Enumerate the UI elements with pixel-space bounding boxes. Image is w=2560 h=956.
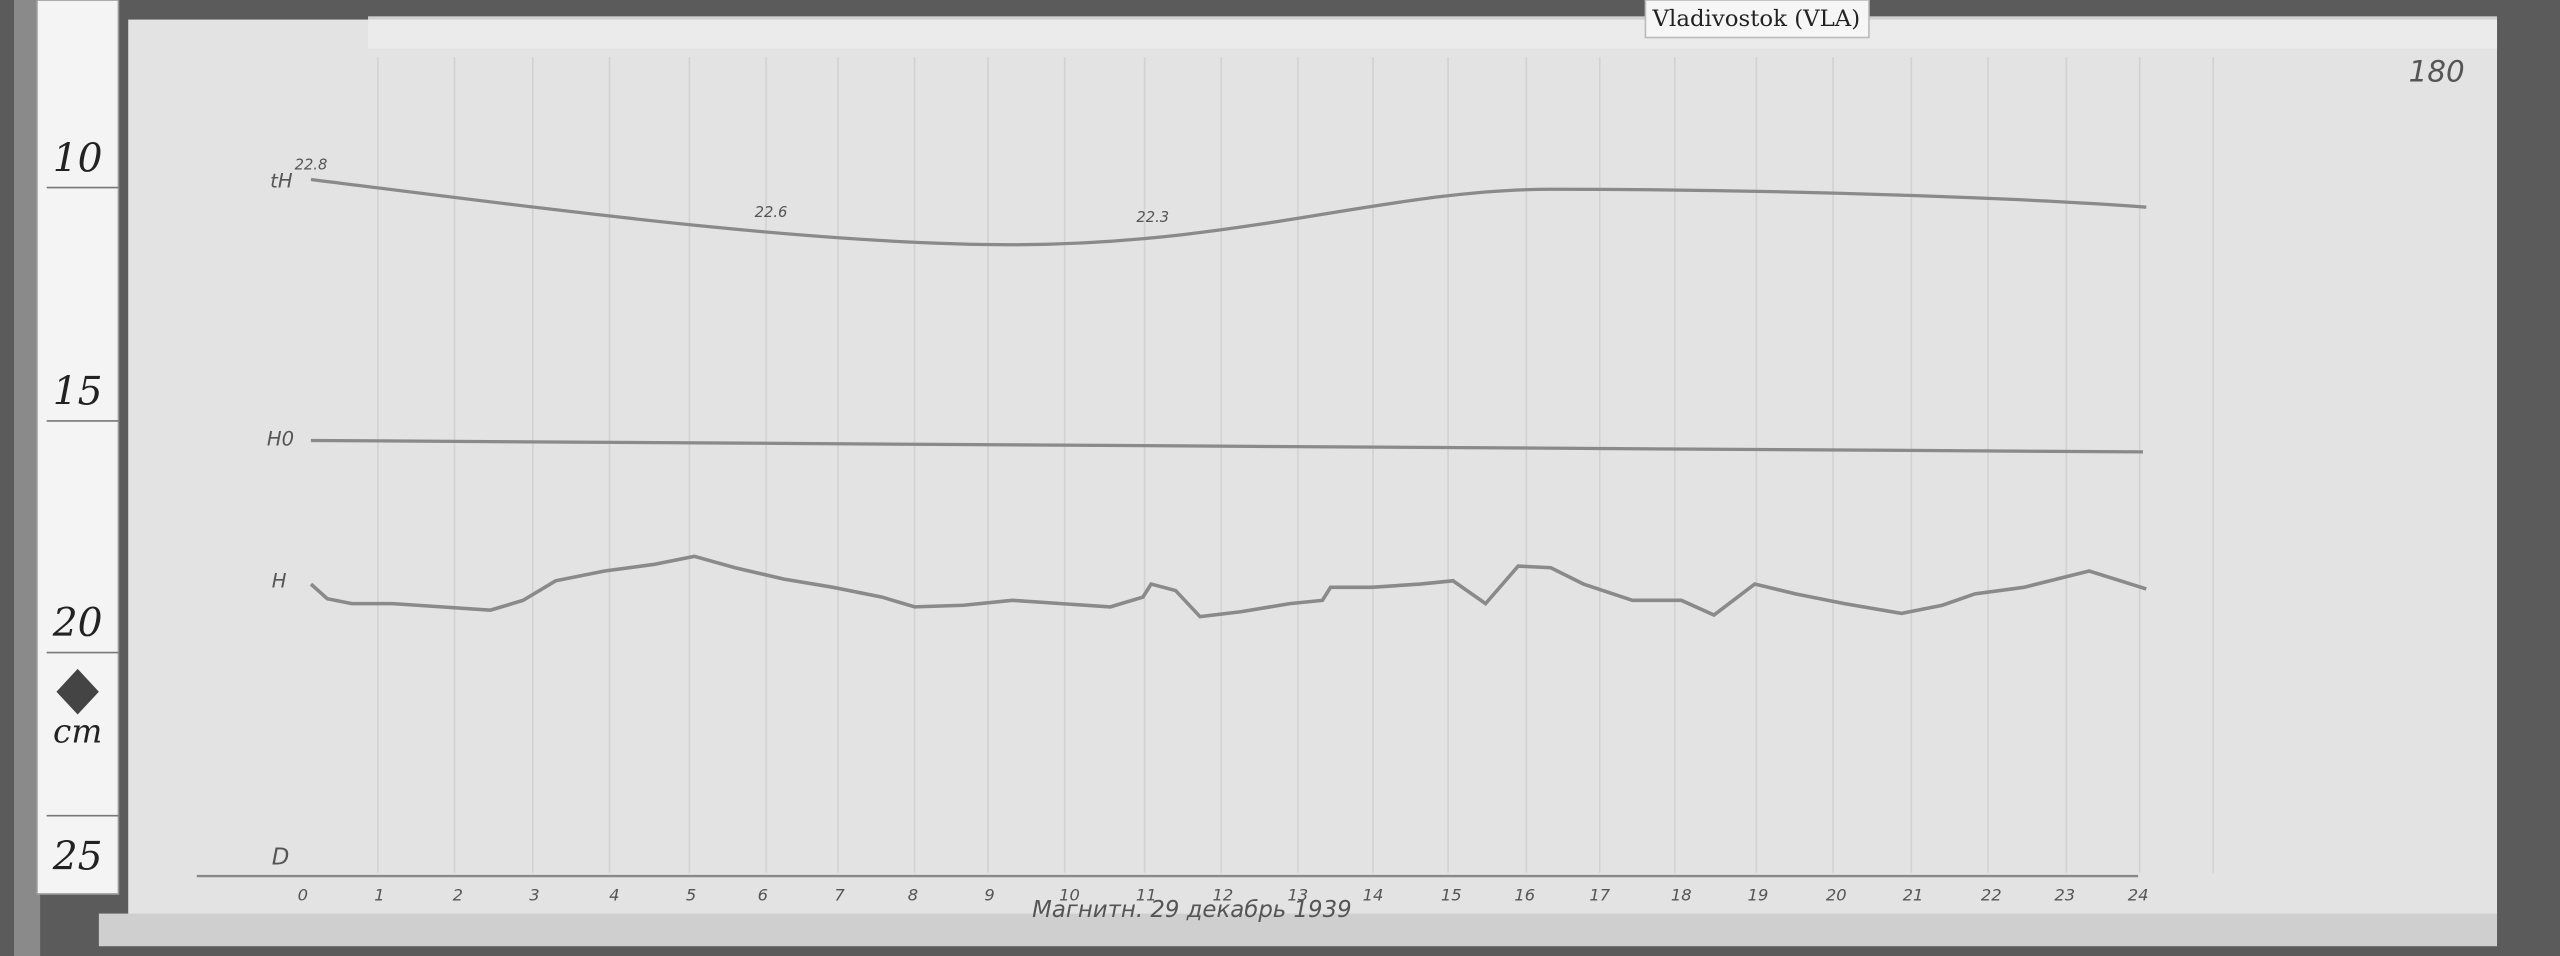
hour-label: 23 (2054, 886, 2075, 905)
hour-label: 21 (1903, 886, 1924, 905)
label-tab (1644, 0, 1870, 39)
hour-label: 16 (1514, 886, 1535, 905)
hour-label: 12 (1213, 886, 1234, 905)
hour-label: 1 (374, 886, 384, 905)
th-reading: 22.3 (1136, 209, 1169, 226)
hour-label: 9 (984, 886, 994, 905)
sheet-number: 180 (2409, 55, 2465, 89)
ruler-label: 15 (53, 370, 103, 415)
hour-label: 0 (298, 886, 308, 905)
ruler-label: cm (53, 712, 102, 750)
th-trace (310, 177, 2147, 247)
hour-labels: 0 1 2 3 4 5 6 7 8 9 10 11 12 13 14 15 16 17 18 19 20 21 22 23 24 (298, 886, 2149, 905)
edge (14, 0, 41, 956)
hour-label: 19 (1748, 886, 1769, 905)
ruler-ticks (46, 186, 119, 817)
hour-grid (377, 57, 2214, 873)
hour-label: 15 (1441, 886, 1462, 905)
caption: Магнитн. 29 декабрь 1939 (1032, 897, 1351, 923)
ruler (36, 0, 120, 895)
tape (368, 16, 2498, 49)
th-label: tH (270, 170, 293, 193)
hour-label: 22 (1981, 886, 2002, 905)
hour-label: 20 (1826, 886, 1847, 905)
h0-label: H0 (267, 427, 294, 450)
hour-label: 6 (758, 886, 768, 905)
hour-label: 5 (686, 886, 696, 905)
hour-label: 11 (1136, 886, 1157, 905)
th-reading: 22.6 (755, 204, 788, 221)
h-label: H (272, 569, 287, 592)
hour-label: 8 (908, 886, 918, 905)
hour-label: 18 (1671, 886, 1692, 905)
hour-label: 7 (834, 886, 845, 905)
hour-label: 24 (2128, 886, 2149, 905)
hour-label: 14 (1363, 886, 1384, 905)
ruler-label: 20 (52, 601, 103, 646)
hour-label: 3 (529, 886, 539, 905)
hour-label: 17 (1589, 886, 1610, 905)
ruler-labels: 10 15 20 cm 25 (52, 136, 103, 879)
hour-label: 2 (453, 886, 463, 905)
th-reading: 22.8 (295, 157, 328, 174)
ruler-label: 10 (53, 136, 103, 181)
paper (128, 19, 2498, 922)
hour-label: 10 (1059, 886, 1080, 905)
ruler-label: 25 (52, 835, 103, 880)
d-label: D (272, 845, 290, 871)
paper-edge (98, 913, 2498, 947)
label-tab-text: Vladivostok (VLA) (1652, 6, 1861, 32)
h0-baseline (310, 438, 2144, 454)
hour-label: 4 (609, 886, 619, 905)
hour-label: 13 (1288, 886, 1309, 905)
h-trace (309, 554, 2147, 619)
